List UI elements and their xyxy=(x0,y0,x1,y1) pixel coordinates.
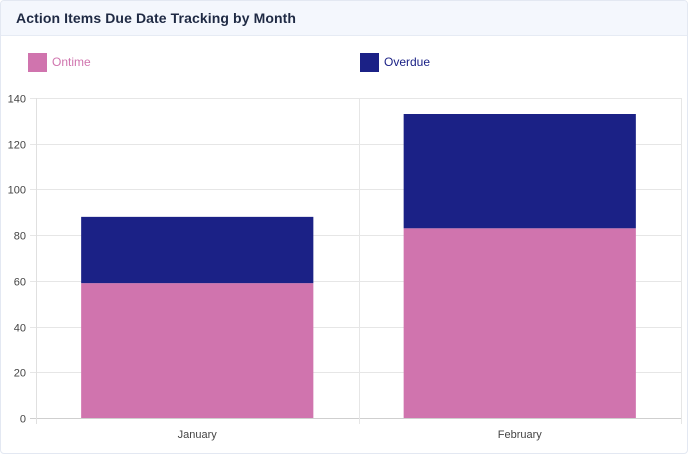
card-header: Action Items Due Date Tracking by Month xyxy=(1,1,687,36)
y-tick-label-60: 60 xyxy=(14,277,26,289)
bar-ontime-february xyxy=(403,228,636,418)
bar-ontime-january xyxy=(81,283,314,418)
y-tick-label-20: 20 xyxy=(14,368,26,380)
legend-item-overdue[interactable]: Overdue xyxy=(360,52,430,72)
bar-overdue-january xyxy=(81,216,314,284)
y-tick-label-120: 120 xyxy=(8,140,26,152)
legend-item-ontime[interactable]: Ontime xyxy=(28,52,91,72)
y-tick-label-0: 0 xyxy=(20,414,26,426)
legend-label-overdue: Overdue xyxy=(384,54,431,69)
y-tick-label-140: 140 xyxy=(8,94,26,106)
legend-label-ontime: Ontime xyxy=(52,54,91,69)
legend-swatch-overdue xyxy=(360,52,379,72)
x-tick-label-february: February xyxy=(498,429,543,441)
y-tick-label-40: 40 xyxy=(14,323,26,335)
chart-title: Action Items Due Date Tracking by Month xyxy=(16,10,297,26)
legend-swatch-ontime xyxy=(28,52,47,72)
x-tick-label-january: January xyxy=(178,429,218,441)
y-tick-label-100: 100 xyxy=(8,185,26,197)
y-tick-label-80: 80 xyxy=(14,231,26,243)
bar-overdue-february xyxy=(403,114,636,229)
